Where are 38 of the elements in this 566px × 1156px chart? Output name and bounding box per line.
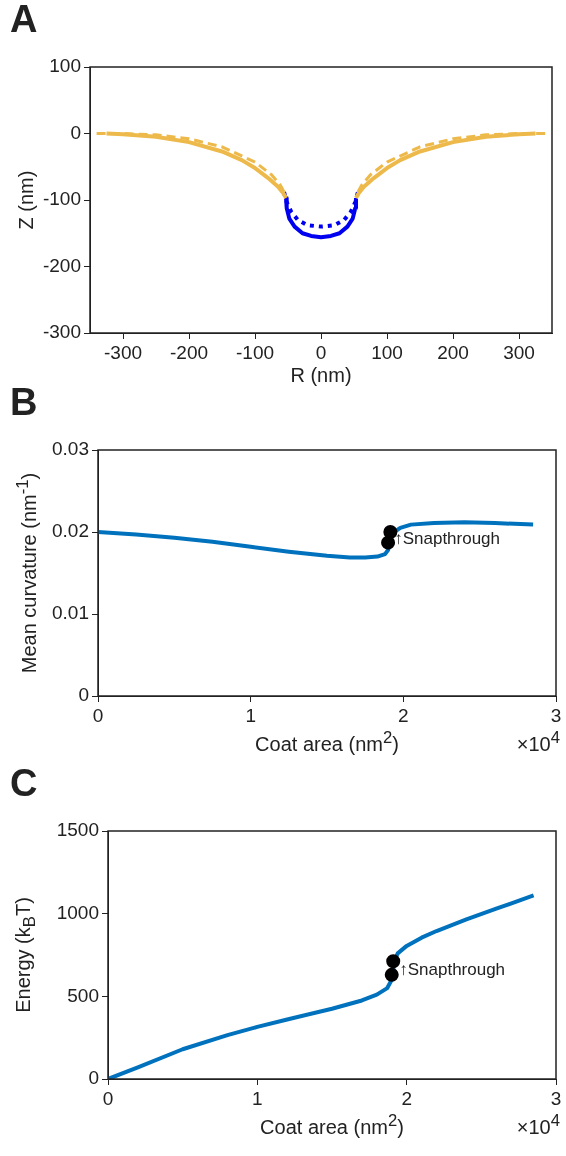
chart-title: C <box>10 762 38 804</box>
x-tick-label: 2 <box>398 704 409 726</box>
y-tick-label: 0.03 <box>52 438 89 460</box>
y-tick-label: -100 <box>42 188 81 210</box>
y-tick-label: 1500 <box>56 819 99 841</box>
text: ×10$^{4}$ <box>516 727 560 756</box>
text: ×10$^{4}$ <box>516 1110 560 1139</box>
x-tick-label: 100 <box>371 341 403 363</box>
y-tick-label: 0 <box>88 1067 99 1089</box>
x-tick-label: 3 <box>550 1087 562 1109</box>
chart-title: A <box>10 0 38 40</box>
x-tick-label: 2 <box>401 1087 412 1109</box>
x-tick-label: 1 <box>245 704 256 726</box>
annotation: ↑Snapthrough <box>399 959 506 979</box>
x-tick-label: 3 <box>550 704 562 726</box>
y-tick-label: 1000 <box>56 901 99 923</box>
annotation: ↑Snapthrough <box>394 529 501 549</box>
x-axis-title: Coat area (nm$^{2}$) <box>255 727 399 756</box>
y-tick-label: 0.01 <box>52 602 89 624</box>
x-tick-label: 1 <box>252 1087 263 1109</box>
x-axis-title: Coat area (nm$^{2}$) <box>260 1110 404 1139</box>
y-tick-label: 500 <box>67 984 99 1006</box>
x-tick-label: -200 <box>169 341 209 363</box>
y-tick-label: 100 <box>49 55 81 77</box>
y-tick-label: -200 <box>42 254 81 276</box>
y-axis-title: Z (nm) <box>14 170 38 230</box>
y-tick-label: 0.02 <box>52 520 89 542</box>
x-axis-title: R (nm) <box>290 363 352 387</box>
y-tick-label: 0 <box>78 684 89 706</box>
x-tick-label: 0 <box>102 1087 114 1109</box>
x-tick-label: 300 <box>503 341 535 363</box>
x-tick-label: 200 <box>437 341 469 363</box>
chart-title: B <box>10 381 38 423</box>
y-tick-label: -300 <box>42 321 81 343</box>
x-tick-label: -100 <box>235 341 275 363</box>
x-tick-label: -300 <box>103 341 143 363</box>
y-tick-label: 0 <box>70 121 81 143</box>
x-tick-label: 0 <box>315 341 327 363</box>
